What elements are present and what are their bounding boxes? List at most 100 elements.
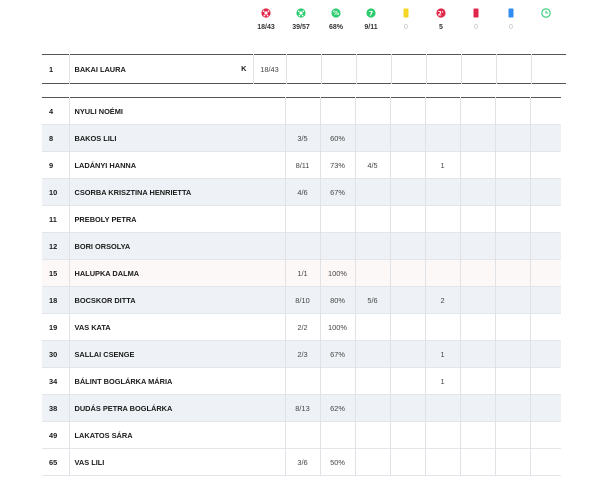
stat-time (529, 8, 563, 23)
player-name[interactable]: LAKATOS SÁRA (69, 421, 286, 449)
time-value (530, 422, 561, 449)
player-number: 30 (42, 340, 70, 368)
shot-percent-value: 60% (320, 124, 356, 152)
player-name[interactable]: NYULI NOÉMI (69, 97, 286, 125)
stat-value: 9/11 (364, 24, 378, 31)
player-name[interactable]: VAS KATA (69, 313, 286, 341)
yellow-card-value (390, 340, 426, 368)
yellow-card-value (390, 448, 426, 476)
red-card-value (460, 286, 496, 314)
yellow-card-value (390, 367, 426, 395)
two-minute-value (425, 205, 461, 233)
yellow-card-value (390, 286, 426, 314)
time-value (530, 98, 561, 125)
time-value (530, 124, 561, 152)
blue-card-value (495, 124, 531, 152)
time-value (530, 394, 561, 422)
player-name[interactable]: BÁLINT BOGLÁRKA MÁRIA (69, 367, 286, 395)
seven-meter-value (355, 124, 391, 152)
empty-cell (321, 54, 357, 84)
player-number: 12 (42, 232, 70, 260)
blue-card-value (495, 205, 531, 233)
player-name[interactable]: PREBOLY PETRA (69, 205, 286, 233)
shot-percent-value: 100% (320, 313, 356, 341)
two-minute-value (425, 448, 461, 476)
player-row[interactable]: 65 VAS LILI 3/6 50% (42, 448, 561, 476)
shot-percent-value: 80% (320, 286, 356, 314)
player-row[interactable]: 10 CSORBA KRISZTINA HENRIETTA 4/6 67% (42, 178, 561, 206)
yellow-card-value (390, 97, 426, 125)
player-row[interactable]: 12 BORI ORSOLYA (42, 232, 561, 260)
captain-badge: K (241, 64, 247, 73)
time-value (530, 152, 561, 179)
player-row[interactable]: 49 LAKATOS SÁRA (42, 421, 561, 449)
two-minute-value (425, 421, 461, 449)
player-name[interactable]: DUDÁS PETRA BOGLÁRKA (69, 394, 286, 422)
player-row[interactable]: 4 NYULI NOÉMI (42, 97, 561, 125)
shot-percent-value: 62% (320, 394, 356, 422)
player-row[interactable]: 19 VAS KATA 2/2 100% (42, 313, 561, 341)
time-value (530, 259, 561, 287)
red-card-value (460, 205, 496, 233)
player-row[interactable]: 8 BAKOS LILI 3/5 60% (42, 124, 561, 152)
player-row[interactable]: 30 SALLAI CSENGE 2/3 67% 1 (42, 340, 561, 368)
shots-value: 3/6 (285, 448, 321, 476)
red-card-value (460, 151, 496, 179)
time-value (530, 368, 561, 395)
player-name[interactable]: HALUPKA DALMA (69, 259, 286, 287)
blue-card-value (495, 259, 531, 287)
stat-value: 0 (404, 24, 408, 31)
two-minute-value: 2 (425, 286, 461, 314)
empty-cell (356, 54, 392, 84)
yellow-card-value (390, 205, 426, 233)
seven-meter-value: 4/5 (355, 151, 391, 179)
player-row[interactable]: 11 PREBOLY PETRA (42, 205, 561, 233)
shot-percent-value (320, 97, 356, 125)
two-minute-value (425, 232, 461, 260)
player-row[interactable]: 9 LADÁNYI HANNA 8/11 73% 4/5 1 (42, 151, 561, 179)
player-row[interactable]: 38 DUDÁS PETRA BOGLÁRKA 8/13 62% (42, 394, 561, 422)
empty-cell (461, 54, 497, 84)
shots-value: 1/1 (285, 259, 321, 287)
player-row[interactable]: 18 BOCSKOR DITTA 8/10 80% 5/6 2 (42, 286, 561, 314)
yellow-card-value (390, 232, 426, 260)
player-row[interactable]: 15 HALUPKA DALMA 1/1 100% (42, 259, 561, 287)
empty-cell (286, 54, 322, 84)
blue-card-value (495, 178, 531, 206)
player-number: 11 (42, 205, 70, 233)
goalkeeper-row[interactable]: 1 BAKAI LAURA K 18/43 (42, 54, 566, 84)
player-name[interactable]: CSORBA KRISZTINA HENRIETTA (69, 178, 286, 206)
red-card-value (460, 367, 496, 395)
two-minute-value (425, 259, 461, 287)
shot-percent-value (320, 232, 356, 260)
shots-value (285, 367, 321, 395)
player-name[interactable]: VAS LILI (69, 448, 286, 476)
shots-value: 8/11 (285, 151, 321, 179)
player-name[interactable]: BAKAI LAURA (74, 64, 126, 74)
player-name[interactable]: BAKOS LILI (69, 124, 286, 152)
time-value (530, 340, 561, 368)
player-name[interactable]: SALLAI CSENGE (69, 340, 286, 368)
stat-value: 0 (474, 24, 478, 31)
seven-meter-value (355, 178, 391, 206)
red-card-value (460, 421, 496, 449)
red-card-value (460, 448, 496, 476)
player-number: 1 (42, 54, 70, 84)
seven-meter-value (355, 421, 391, 449)
player-name[interactable]: BOCSKOR DITTA (69, 286, 286, 314)
player-number: 4 (42, 97, 70, 125)
player-row[interactable]: 34 BÁLINT BOGLÁRKA MÁRIA 1 (42, 367, 561, 395)
player-name[interactable]: LADÁNYI HANNA (69, 151, 286, 179)
stat-red-cards: 0 (459, 8, 493, 32)
seven-meter-value (355, 97, 391, 125)
svg-text:7: 7 (369, 9, 374, 17)
player-name[interactable]: BORI ORSOLYA (69, 232, 286, 260)
yellow-card-value (390, 259, 426, 287)
two-minute-value: 1 (425, 340, 461, 368)
red-card-icon (473, 8, 479, 18)
stat-shots: 39/57 (284, 8, 318, 32)
ball-outline-icon (296, 8, 306, 18)
seven-meter-value (355, 313, 391, 341)
players-table: 4 NYULI NOÉMI 8 BAKOS LILI 3/5 60% 9 LADÁNYI HA… (42, 97, 561, 476)
